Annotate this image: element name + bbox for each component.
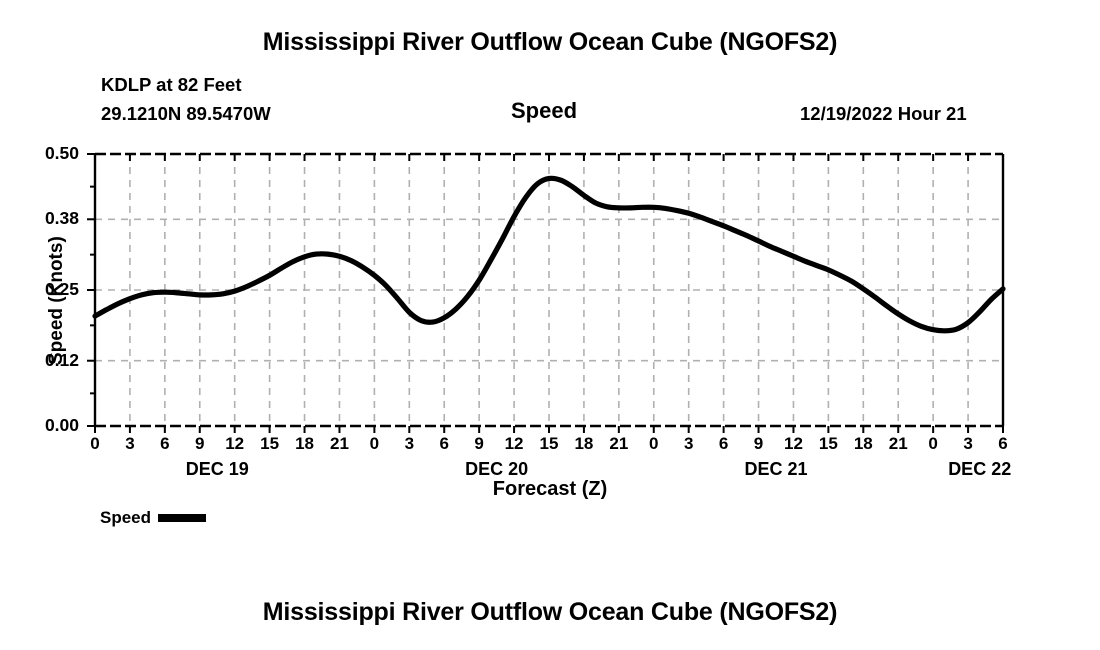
x-tick-label: 12: [225, 434, 245, 453]
x-tick-label: 21: [609, 434, 629, 453]
x-tick-label: 6: [439, 434, 449, 453]
legend-label-speed: Speed: [100, 508, 152, 527]
speed-series-line: [92, 175, 1006, 334]
y-tick-label: 0.38: [44, 208, 79, 229]
x-tick-label: 0: [90, 434, 100, 453]
x-tick-label: 15: [260, 434, 280, 453]
x-tick-label: 12: [783, 434, 803, 453]
x-tick-label: 21: [888, 434, 908, 453]
x-tick-label: 0: [369, 434, 380, 453]
x-axis-day-label: DEC 19: [185, 459, 249, 479]
x-tick-label: 9: [753, 434, 764, 453]
y-tick-label: 0.00: [44, 415, 79, 435]
panel-title: Speed: [511, 98, 578, 123]
x-tick-label: 3: [683, 434, 694, 453]
x-tick-label: 3: [125, 434, 135, 453]
page-title-top: Mississippi River Outflow Ocean Cube (NG…: [262, 28, 838, 56]
y-tick-label: 0.50: [44, 143, 79, 163]
chart-gridlines: [95, 154, 1003, 426]
x-tick-label: 15: [818, 434, 838, 453]
station-coordinates-label: 29.1210N 89.5470W: [101, 103, 271, 124]
x-tick-label: 0: [928, 434, 938, 453]
y-tick-label: 0.12: [44, 349, 79, 370]
x-axis-day-label: DEC 22: [948, 459, 1012, 479]
x-tick-label: 21: [329, 434, 349, 453]
legend-swatch-speed: [158, 514, 207, 522]
x-axis-day-label: DEC 20: [465, 459, 529, 479]
x-tick-label: 9: [474, 434, 484, 453]
x-tick-label: 3: [963, 434, 973, 453]
x-axis-day-label: DEC 21: [744, 459, 808, 479]
x-tick-label: 6: [160, 434, 170, 453]
x-tick-label: 3: [404, 434, 415, 453]
x-tick-label: 12: [504, 434, 524, 453]
station-depth-label: KDLP at 82 Feet: [101, 74, 242, 95]
x-tick-label: 6: [718, 434, 729, 453]
forecast-run-label: 12/19/2022 Hour 21: [800, 103, 967, 124]
page-title-bottom: Mississippi River Outflow Ocean Cube (NG…: [262, 598, 838, 626]
x-tick-label: 0: [649, 434, 659, 453]
x-tick-label: 9: [195, 434, 205, 453]
x-tick-label: 18: [853, 434, 873, 453]
chart-tick-marks: [87, 153, 1004, 433]
chart-legend: Speed: [100, 508, 207, 528]
x-tick-label: 15: [539, 434, 559, 453]
x-axis-title: Forecast (Z): [492, 478, 608, 500]
x-tick-label: 18: [295, 434, 314, 453]
x-tick-label: 18: [574, 434, 594, 453]
y-tick-label: 0.25: [44, 279, 79, 299]
x-tick-label: 6: [998, 434, 1008, 453]
